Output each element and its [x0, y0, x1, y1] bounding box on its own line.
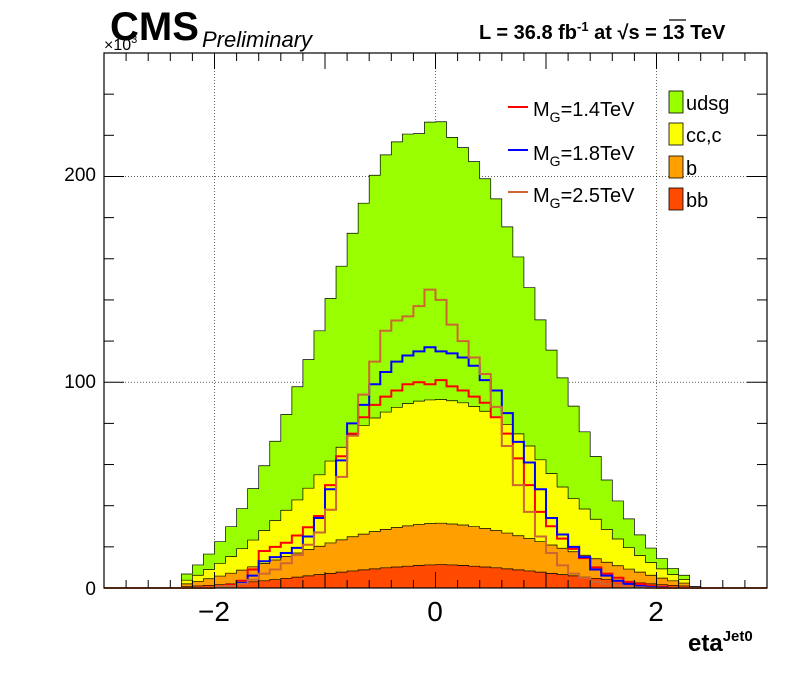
y-tick-label-200: 200	[64, 165, 96, 186]
legend-label-b: b	[686, 158, 697, 180]
legend-entry-mg-2p5: MG=2.5TeV	[508, 185, 635, 211]
legend-label-mg-1p8: MG=1.8TeV	[533, 143, 635, 169]
experiment-label: CMS	[110, 5, 199, 49]
legend-entry-udsg: udsg	[668, 90, 729, 115]
legend-swatch-udsg	[668, 90, 684, 114]
y-tick-label-100: 100	[64, 372, 96, 393]
legend-entry-b: b	[668, 155, 697, 180]
x-tick-label-2: 2	[648, 596, 664, 627]
legend-swatch-b	[668, 155, 684, 179]
legend-swatch-bb	[668, 187, 684, 211]
legend-entry-mg-1p8: MG=1.8TeV	[508, 143, 635, 169]
legend-entry-bb: bb	[668, 187, 708, 212]
legend-entry-ccc: cc,c	[668, 122, 722, 147]
legend-mask	[506, 190, 552, 212]
signal-mg-2p5	[104, 288, 767, 589]
legend-label-ccc: cc,c	[686, 125, 722, 147]
legend-label-mg-2p5: MG=2.5TeV	[533, 185, 635, 211]
stack-cc-c	[159, 399, 712, 589]
signal-histograms	[104, 288, 767, 589]
legend-label-mg-1p4: MG=1.4TeV	[533, 99, 635, 125]
x-tick-label-0: 0	[427, 596, 443, 627]
y-tick-label-0: 0	[85, 579, 96, 600]
legend-label-bb: bb	[686, 190, 708, 212]
legend-label-udsg: udsg	[686, 93, 729, 115]
legend-backgrounds: udsg cc,c b bb	[668, 90, 729, 212]
x-axis-label: etaJet0	[688, 628, 753, 657]
legend-signals: MG=1.4TeV MG=1.8TeV MG=2.5TeV	[506, 99, 635, 212]
y-multiplier: ×103	[104, 34, 137, 54]
status-label: Preliminary	[202, 27, 314, 52]
legend-swatch-ccc	[668, 122, 684, 146]
legend-entry-mg-1p4: MG=1.4TeV	[508, 99, 635, 125]
stack-udsg	[159, 121, 712, 589]
x-tick-label-neg2: −2	[198, 596, 230, 627]
luminosity-label: L = 36.8 fb-1 at √s = 13 TeV	[479, 19, 726, 44]
signal-mg-1p8	[104, 346, 767, 589]
axis-ticks	[103, 52, 768, 589]
